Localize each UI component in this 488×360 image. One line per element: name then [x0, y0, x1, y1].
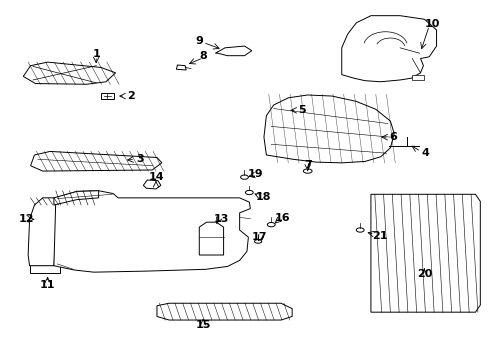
Text: 12: 12 [19, 214, 34, 224]
Text: 2: 2 [127, 91, 135, 101]
Text: 3: 3 [136, 154, 143, 164]
Bar [101, 93, 114, 99]
Text: 13: 13 [214, 214, 229, 224]
Text: 14: 14 [149, 172, 164, 183]
Ellipse shape [275, 108, 286, 112]
Text: 4: 4 [421, 148, 428, 158]
PathPatch shape [199, 222, 223, 255]
Ellipse shape [240, 175, 248, 179]
Text: 20: 20 [416, 269, 431, 279]
PathPatch shape [215, 46, 251, 56]
PathPatch shape [341, 16, 436, 82]
Text: 6: 6 [388, 132, 396, 142]
Bar [367, 135, 376, 140]
PathPatch shape [411, 75, 424, 80]
Text: 10: 10 [424, 19, 440, 29]
Text: 5: 5 [298, 105, 305, 115]
PathPatch shape [30, 152, 162, 171]
Text: 1: 1 [92, 49, 100, 59]
Text: 15: 15 [195, 320, 210, 330]
Text: 21: 21 [371, 231, 386, 241]
Ellipse shape [245, 190, 253, 195]
Ellipse shape [267, 222, 275, 227]
Ellipse shape [356, 228, 364, 232]
PathPatch shape [28, 198, 59, 266]
PathPatch shape [176, 65, 186, 70]
Ellipse shape [303, 169, 311, 173]
Text: 8: 8 [199, 51, 206, 61]
PathPatch shape [157, 303, 291, 320]
Text: 9: 9 [195, 36, 203, 46]
PathPatch shape [54, 191, 99, 205]
Text: 16: 16 [274, 213, 290, 223]
PathPatch shape [54, 191, 250, 272]
PathPatch shape [264, 95, 393, 163]
Text: 18: 18 [255, 192, 270, 202]
PathPatch shape [30, 265, 60, 273]
PathPatch shape [23, 62, 116, 84]
Text: 11: 11 [40, 280, 55, 290]
Text: 19: 19 [247, 169, 263, 179]
Ellipse shape [254, 240, 261, 243]
Text: 7: 7 [303, 159, 311, 170]
PathPatch shape [143, 180, 161, 189]
Text: 17: 17 [251, 232, 266, 242]
PathPatch shape [370, 194, 479, 312]
